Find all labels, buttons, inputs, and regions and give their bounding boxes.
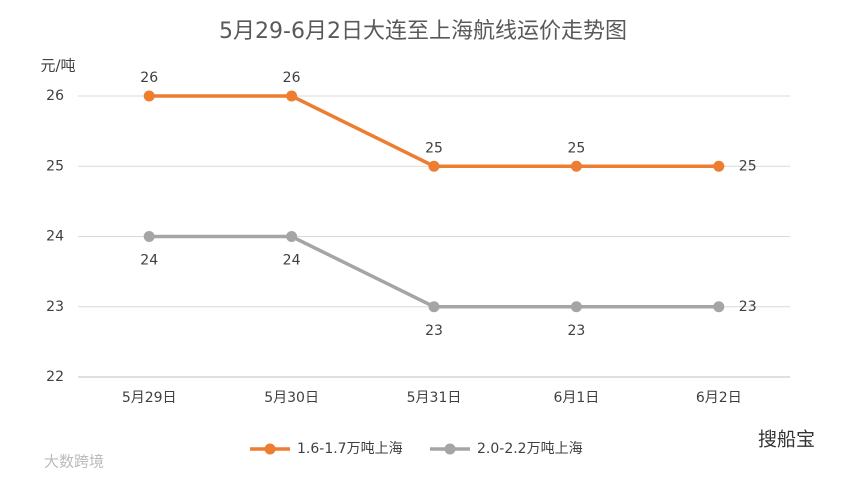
data-label: 23 — [739, 299, 757, 315]
data-label: 23 — [425, 323, 443, 339]
y-tick-label: 24 — [46, 229, 64, 245]
data-label: 25 — [425, 140, 443, 156]
data-label: 25 — [567, 140, 585, 156]
data-point — [713, 160, 725, 172]
legend-label: 2.0-2.2万吨上海 — [477, 441, 583, 457]
data-point — [570, 301, 582, 313]
data-point — [286, 90, 298, 102]
data-label: 25 — [739, 158, 757, 174]
data-point — [428, 301, 440, 313]
data-point — [713, 301, 725, 313]
legend-label: 1.6-1.7万吨上海 — [297, 441, 403, 457]
y-tick-label: 26 — [46, 88, 64, 104]
x-tick-label: 5月29日 — [122, 390, 177, 406]
data-label: 23 — [567, 323, 585, 339]
x-tick-label: 6月1日 — [553, 390, 599, 406]
y-tick-label: 25 — [46, 158, 64, 174]
y-axis-label: 元/吨 — [40, 57, 75, 75]
data-point — [143, 90, 155, 102]
legend-marker — [444, 443, 456, 455]
watermark: 大数跨境 — [44, 453, 104, 471]
data-point — [143, 231, 155, 242]
chart-title: 5月29-6月2日大连至上海航线运价走势图 — [219, 19, 627, 44]
legend-marker — [264, 443, 276, 455]
y-tick-label: 22 — [46, 369, 64, 385]
watermark: 搜船宝 — [758, 429, 815, 451]
data-label: 26 — [283, 70, 301, 86]
data-point — [286, 231, 298, 242]
data-label: 24 — [283, 253, 301, 269]
y-tick-label: 23 — [46, 299, 64, 315]
data-label: 24 — [140, 253, 158, 269]
x-tick-label: 6月2日 — [696, 390, 742, 406]
x-tick-label: 5月31日 — [407, 390, 462, 406]
x-tick-label: 5月30日 — [264, 390, 319, 406]
data-label: 26 — [140, 70, 158, 86]
data-point — [570, 160, 582, 172]
data-point — [428, 160, 440, 172]
